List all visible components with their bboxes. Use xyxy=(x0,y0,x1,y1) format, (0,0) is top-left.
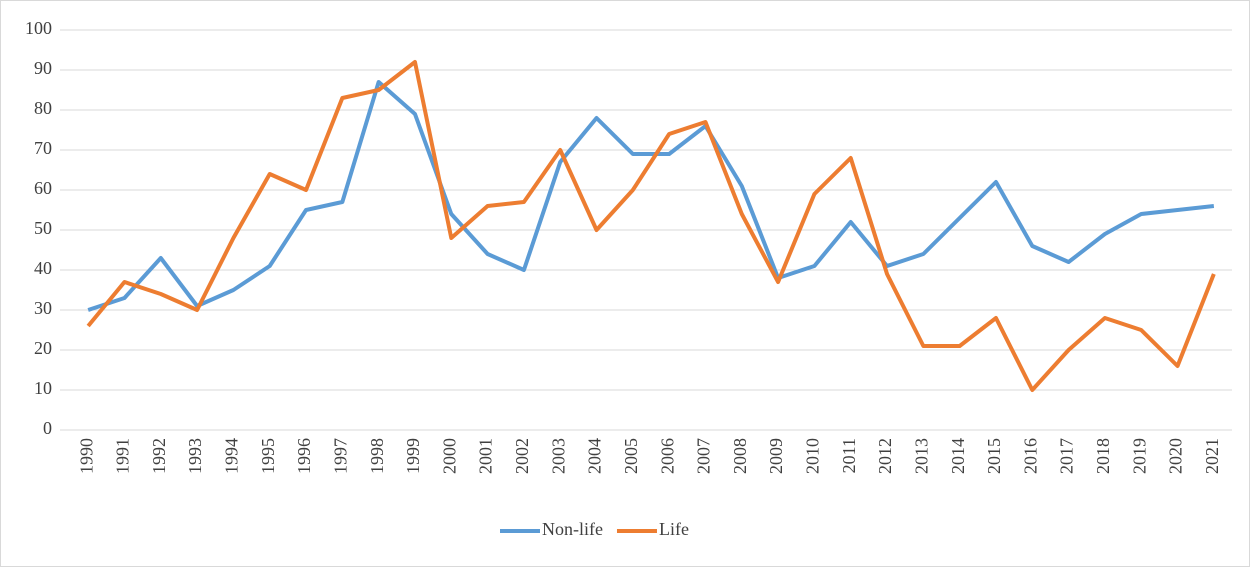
y-tick-label: 0 xyxy=(43,418,52,438)
x-tick-label: 2021 xyxy=(1202,438,1222,474)
x-tick-label: 2005 xyxy=(621,438,641,474)
x-tick-label: 2008 xyxy=(730,438,750,474)
x-tick-label: 2020 xyxy=(1166,438,1186,474)
x-tick-label: 1990 xyxy=(76,438,96,474)
x-tick-label: 1998 xyxy=(367,438,387,474)
x-tick-label: 2003 xyxy=(548,438,568,474)
legend-label: Non-life xyxy=(542,519,603,539)
x-tick-label: 2004 xyxy=(585,438,605,474)
x-tick-label: 2002 xyxy=(512,438,532,474)
y-tick-label: 10 xyxy=(34,378,52,398)
y-tick-label: 90 xyxy=(34,58,52,78)
x-tick-label: 2012 xyxy=(875,438,895,474)
x-tick-label: 1995 xyxy=(258,438,278,474)
x-tick-label: 2009 xyxy=(766,438,786,474)
legend-label: Life xyxy=(659,519,689,539)
x-tick-label: 2001 xyxy=(476,438,496,474)
y-tick-label: 40 xyxy=(34,258,52,278)
x-tick-label: 2013 xyxy=(911,438,931,474)
y-tick-label: 70 xyxy=(34,138,52,158)
x-tick-label: 2014 xyxy=(948,438,968,474)
x-tick-label: 2017 xyxy=(1057,438,1077,474)
y-tick-label: 80 xyxy=(34,98,52,118)
x-tick-label: 2015 xyxy=(984,438,1004,474)
x-tick-label: 2006 xyxy=(657,438,677,474)
y-tick-label: 60 xyxy=(34,178,52,198)
x-tick-label: 1993 xyxy=(185,438,205,474)
x-tick-label: 2016 xyxy=(1020,438,1040,474)
y-tick-label: 100 xyxy=(25,18,52,38)
x-tick-label: 1997 xyxy=(330,438,350,474)
x-tick-label: 2010 xyxy=(803,438,823,474)
x-tick-label: 1996 xyxy=(294,438,314,474)
x-tick-label: 2007 xyxy=(694,438,714,474)
x-tick-label: 1991 xyxy=(113,438,133,474)
y-tick-label: 50 xyxy=(34,218,52,238)
x-tick-label: 1994 xyxy=(222,438,242,474)
line-series xyxy=(86,60,1216,392)
y-tick-label: 20 xyxy=(34,338,52,358)
line-series xyxy=(87,80,1215,312)
x-tick-label: 2019 xyxy=(1129,438,1149,474)
x-tick-label: 1999 xyxy=(403,438,423,474)
x-tick-label: 1992 xyxy=(149,438,169,474)
y-tick-label: 30 xyxy=(34,298,52,318)
x-tick-label: 2000 xyxy=(439,438,459,474)
x-tick-label: 2011 xyxy=(839,438,859,473)
x-tick-label: 2018 xyxy=(1093,438,1113,474)
